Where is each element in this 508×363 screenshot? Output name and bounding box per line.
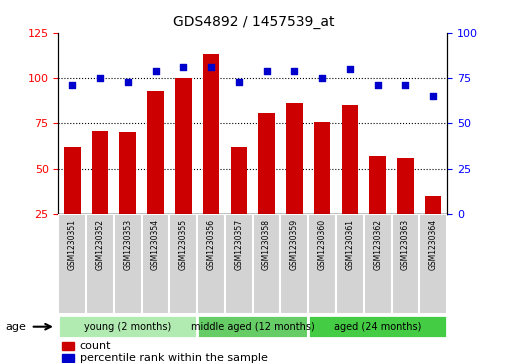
Bar bbox=[197, 315, 308, 338]
Point bbox=[373, 82, 382, 88]
Bar bbox=[114, 214, 142, 314]
Point bbox=[318, 75, 326, 81]
Text: age: age bbox=[5, 322, 26, 332]
Text: GSM1230359: GSM1230359 bbox=[290, 219, 299, 270]
Bar bbox=[314, 122, 330, 214]
Point bbox=[235, 79, 243, 85]
Text: middle aged (12 months): middle aged (12 months) bbox=[191, 322, 314, 332]
Bar bbox=[58, 214, 86, 314]
Bar bbox=[64, 147, 81, 214]
Bar bbox=[225, 214, 253, 314]
Bar bbox=[92, 131, 108, 214]
Text: GSM1230362: GSM1230362 bbox=[373, 219, 382, 270]
Text: count: count bbox=[80, 341, 111, 351]
Text: GSM1230352: GSM1230352 bbox=[96, 219, 105, 270]
Point bbox=[263, 68, 271, 74]
Text: GSM1230364: GSM1230364 bbox=[429, 219, 438, 270]
Point bbox=[96, 75, 104, 81]
Text: aged (24 months): aged (24 months) bbox=[334, 322, 421, 332]
Bar bbox=[203, 54, 219, 214]
Bar bbox=[286, 103, 303, 214]
Bar bbox=[369, 156, 386, 214]
Bar bbox=[392, 214, 419, 314]
Bar bbox=[397, 158, 414, 214]
Point bbox=[346, 66, 354, 72]
Text: GSM1230358: GSM1230358 bbox=[262, 219, 271, 270]
Bar bbox=[308, 315, 447, 338]
Bar bbox=[341, 105, 358, 214]
Bar bbox=[253, 214, 280, 314]
Point bbox=[401, 82, 409, 88]
Text: GSM1230353: GSM1230353 bbox=[123, 219, 132, 270]
Bar bbox=[58, 315, 197, 338]
Text: GSM1230360: GSM1230360 bbox=[318, 219, 327, 270]
Bar bbox=[142, 214, 170, 314]
Text: percentile rank within the sample: percentile rank within the sample bbox=[80, 353, 268, 363]
Point bbox=[429, 93, 437, 99]
Point bbox=[179, 64, 187, 70]
Text: GSM1230361: GSM1230361 bbox=[345, 219, 355, 270]
Point bbox=[290, 68, 298, 74]
Bar bbox=[308, 214, 336, 314]
Text: GSM1230357: GSM1230357 bbox=[234, 219, 243, 270]
Bar bbox=[62, 342, 74, 350]
Bar bbox=[62, 354, 74, 362]
Text: GSM1230355: GSM1230355 bbox=[179, 219, 188, 270]
Text: GSM1230354: GSM1230354 bbox=[151, 219, 160, 270]
Text: GSM1230363: GSM1230363 bbox=[401, 219, 410, 270]
Bar bbox=[119, 132, 136, 214]
Bar bbox=[175, 78, 192, 214]
Point bbox=[124, 79, 132, 85]
Point bbox=[68, 82, 76, 88]
Bar bbox=[336, 214, 364, 314]
Bar bbox=[364, 214, 392, 314]
Bar bbox=[231, 147, 247, 214]
Point bbox=[151, 68, 160, 74]
Bar bbox=[258, 113, 275, 214]
Text: young (2 months): young (2 months) bbox=[84, 322, 171, 332]
Bar bbox=[419, 214, 447, 314]
Bar bbox=[425, 196, 441, 214]
Bar bbox=[147, 91, 164, 214]
Bar bbox=[86, 214, 114, 314]
Bar bbox=[197, 214, 225, 314]
Bar bbox=[170, 214, 197, 314]
Text: GDS4892 / 1457539_at: GDS4892 / 1457539_at bbox=[173, 15, 335, 29]
Point bbox=[207, 64, 215, 70]
Text: GSM1230351: GSM1230351 bbox=[68, 219, 77, 270]
Bar bbox=[280, 214, 308, 314]
Text: GSM1230356: GSM1230356 bbox=[207, 219, 215, 270]
